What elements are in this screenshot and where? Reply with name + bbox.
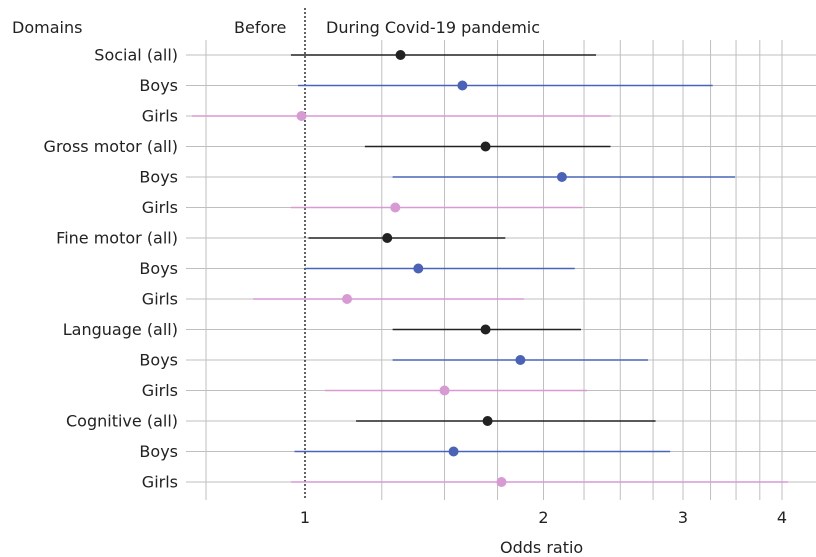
estimate-point	[390, 202, 401, 213]
estimate-point	[382, 233, 393, 243]
domains-header: Domains	[12, 18, 83, 37]
estimate-point	[342, 294, 353, 304]
estimate-point	[480, 324, 491, 335]
estimate-point	[482, 416, 493, 426]
estimate-point	[439, 385, 450, 396]
row-label: Gross motor (all)	[44, 137, 178, 156]
estimate-point	[448, 446, 459, 457]
row-label: Girls	[142, 107, 178, 126]
x-tick-label: 3	[678, 508, 688, 527]
estimate-point	[457, 80, 468, 91]
x-axis-label: Odds ratio	[500, 538, 584, 557]
estimate-point	[296, 111, 307, 121]
x-tick-labels: 1 2 3 4	[300, 508, 787, 527]
row-labels: Social (all) Boys Girls Gross motor (all) Bo…	[44, 46, 178, 492]
row-label: Cognitive (all)	[66, 412, 178, 431]
row-label: Boys	[139, 259, 178, 278]
vertical-gridlines	[205, 40, 783, 500]
row-label: Language (all)	[63, 320, 178, 339]
row-label: Boys	[139, 168, 178, 187]
row-label: Boys	[139, 76, 178, 95]
estimate-point	[413, 263, 424, 274]
row-label: Girls	[142, 473, 178, 492]
estimate-point	[496, 477, 507, 487]
point-estimates	[296, 50, 567, 487]
row-label: Girls	[142, 290, 178, 309]
x-tick-label: 2	[538, 508, 548, 527]
row-label: Fine motor (all)	[56, 229, 178, 248]
during-header: During Covid-19 pandemic	[326, 18, 541, 37]
row-label: Boys	[139, 442, 178, 461]
estimate-point	[480, 141, 491, 152]
estimate-point	[395, 50, 406, 60]
x-tick-label: 1	[300, 508, 310, 527]
confidence-intervals	[191, 54, 788, 483]
row-label: Girls	[142, 198, 178, 217]
estimate-point	[556, 172, 567, 182]
x-tick-label: 4	[777, 508, 787, 527]
row-label: Social (all)	[94, 46, 178, 65]
row-label: Boys	[139, 351, 178, 370]
estimate-point	[515, 355, 526, 365]
row-label: Girls	[142, 381, 178, 400]
before-header: Before	[234, 18, 287, 37]
